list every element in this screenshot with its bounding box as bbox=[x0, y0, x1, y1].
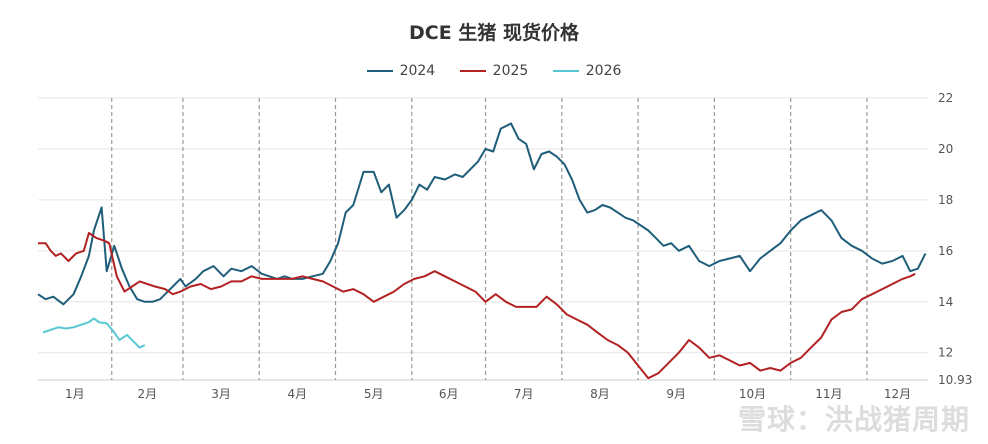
y-tick-label: 20 bbox=[938, 142, 953, 156]
x-tick-label: 2月 bbox=[138, 387, 158, 401]
x-tick-label: 8月 bbox=[590, 387, 610, 401]
y-tick-label: 18 bbox=[938, 193, 953, 207]
y-tick-label: 16 bbox=[938, 244, 953, 258]
x-tick-label: 10月 bbox=[739, 387, 766, 401]
x-tick-label: 9月 bbox=[666, 387, 686, 401]
series-line-2024 bbox=[37, 122, 927, 306]
x-tick-label: 11月 bbox=[815, 387, 842, 401]
chart-legend: 2024 2025 2026 bbox=[0, 60, 988, 79]
x-tick-label: 6月 bbox=[439, 387, 459, 401]
x-tick-label: 5月 bbox=[364, 387, 384, 401]
legend-label-2024: 2024 bbox=[399, 63, 436, 79]
legend-item-2026[interactable]: 2026 bbox=[552, 63, 622, 79]
y-tick-label: 22 bbox=[938, 91, 953, 105]
series-line-2025 bbox=[38, 232, 916, 380]
y-tick-label: 12 bbox=[938, 346, 953, 360]
legend-item-2025[interactable]: 2025 bbox=[459, 63, 529, 79]
legend-swatch-2024 bbox=[366, 70, 393, 72]
series-line-2026 bbox=[42, 317, 146, 349]
legend-swatch-2025 bbox=[459, 70, 486, 72]
x-tick-label: 7月 bbox=[514, 387, 534, 401]
legend-item-2024[interactable]: 2024 bbox=[366, 63, 436, 79]
x-tick-label: 12月 bbox=[884, 387, 911, 401]
chart-title: DCE 生猪 现货价格 bbox=[409, 22, 579, 44]
watermark-text: 雪球：洪战猪周期 bbox=[737, 403, 970, 436]
y-tick-label: 14 bbox=[938, 295, 953, 309]
x-tick-label: 4月 bbox=[288, 387, 308, 401]
y-min-label: 10.93 bbox=[938, 373, 972, 387]
legend-label-2026: 2026 bbox=[585, 63, 622, 79]
x-tick-label: 1月 bbox=[65, 387, 85, 401]
x-tick-label: 3月 bbox=[211, 387, 231, 401]
legend-label-2025: 2025 bbox=[492, 63, 529, 79]
legend-swatch-2026 bbox=[552, 70, 579, 72]
